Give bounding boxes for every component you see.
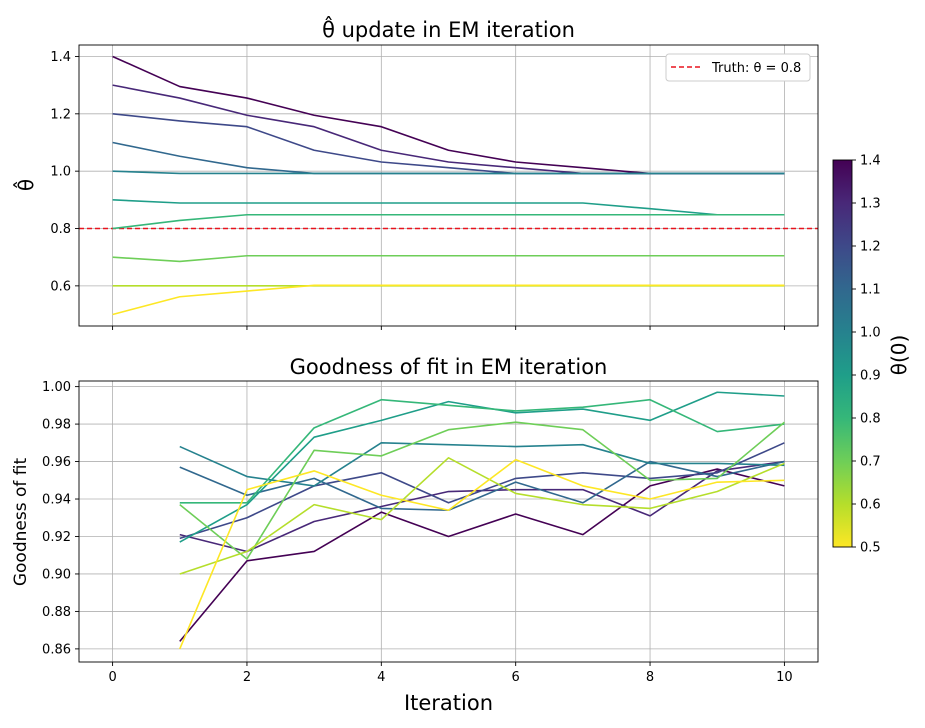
x-tick-label: 4 (377, 670, 385, 685)
series-line-theta0-0.7 (179, 421, 785, 560)
series-line-theta0-1 (112, 170, 785, 175)
y-tick-label: 0.6 (50, 279, 71, 294)
series-line-theta0-0.6 (179, 457, 785, 575)
chart-title: θ̂ update in EM iteration (322, 16, 575, 42)
x-tick-label: 0 (108, 670, 116, 685)
x-tick-label: 6 (512, 670, 520, 685)
series-line-theta0-0.8 (112, 213, 785, 230)
series-line-theta0-0.9 (112, 199, 785, 216)
y-axis-label: Goodness of fit (11, 458, 31, 587)
series-line-theta0-0.8 (179, 398, 785, 504)
y-tick-label: 0.96 (42, 455, 71, 470)
axis-ticks: 0.6 0.8 1.0 1.2 1.4 (50, 50, 785, 330)
colorbar-tick-label: 0.8 (860, 412, 881, 427)
x-tick-label: 10 (776, 670, 793, 685)
chart-title: Goodness of fit in EM iteration (290, 355, 608, 379)
series-line-theta0-0.5 (112, 284, 785, 316)
colorbar-label: θ(0) (887, 335, 911, 376)
legend: Truth: θ = 0.8 (665, 53, 811, 82)
y-axis-label: θ̂ (13, 179, 38, 191)
y-tick-label: 1.2 (50, 107, 71, 122)
y-tick-label: 0.88 (42, 605, 71, 620)
colorbar-tick-label: 1.3 (860, 197, 881, 212)
y-tick-label: 0.92 (42, 530, 71, 545)
axes-frame (78, 380, 819, 663)
x-tick-label: 8 (646, 670, 654, 685)
colorbar-tick-label: 1.2 (860, 240, 881, 255)
colorbar-tick-label: 0.5 (860, 541, 881, 556)
colorbar: 0.5 0.6 0.7 0.8 0.9 1.0 1.1 1.2 1.3 1.4 θ(0) (832, 154, 911, 556)
axes-frame (78, 44, 819, 327)
colorbar-ticks: 0.5 0.6 0.7 0.8 0.9 1.0 1.1 1.2 1.3 1.4 (852, 154, 881, 556)
y-tick-label: 0.94 (42, 493, 71, 508)
x-axis-label: Iteration (404, 691, 493, 715)
y-tick-label: 0.90 (42, 567, 71, 582)
series-lines (179, 391, 785, 650)
series-line-theta0-1.1 (179, 460, 785, 512)
colorbar-tick-label: 0.9 (860, 369, 881, 384)
series-line-theta0-1.2 (179, 442, 785, 540)
colorbar-tick-label: 0.6 (860, 498, 881, 513)
colorbar-tick-label: 0.7 (860, 455, 881, 470)
series-line-theta0-1 (179, 442, 785, 487)
series-line-theta0-0.5 (179, 458, 785, 650)
x-tick-label: 2 (243, 670, 251, 685)
y-tick-label: 1.0 (50, 165, 71, 180)
axis-ticks: 0 2 4 6 8 10 0.86 0.88 0.90 0.92 0.94 0.96 0.98 1.00 (42, 380, 793, 685)
y-tick-label: 0.98 (42, 418, 71, 433)
grid (79, 381, 818, 662)
theta-update-panel: 0.6 0.8 1.0 1.2 1.4 θ̂ update in EM iteratio… (13, 16, 819, 330)
colorbar-tick-label: 1.1 (860, 283, 881, 298)
legend-label: Truth: θ = 0.8 (711, 61, 801, 76)
series-line-theta0-0.9 (179, 391, 785, 543)
y-tick-label: 1.00 (42, 380, 71, 395)
series-line-theta0-0.7 (112, 254, 785, 263)
y-tick-label: 0.8 (50, 222, 71, 237)
colorbar-tick-label: 1.4 (860, 154, 881, 169)
colorbar-gradient (832, 159, 853, 548)
series-lines (79, 55, 818, 316)
y-tick-label: 0.86 (42, 642, 71, 657)
y-tick-label: 1.4 (50, 50, 71, 65)
goodness-of-fit-panel: 0 2 4 6 8 100.860.880.900.920.940.960.981.00 … (11, 355, 819, 715)
series-line-theta0-1.4 (179, 468, 785, 642)
colorbar-tick-label: 1.0 (860, 326, 881, 341)
legend-box (665, 53, 811, 82)
